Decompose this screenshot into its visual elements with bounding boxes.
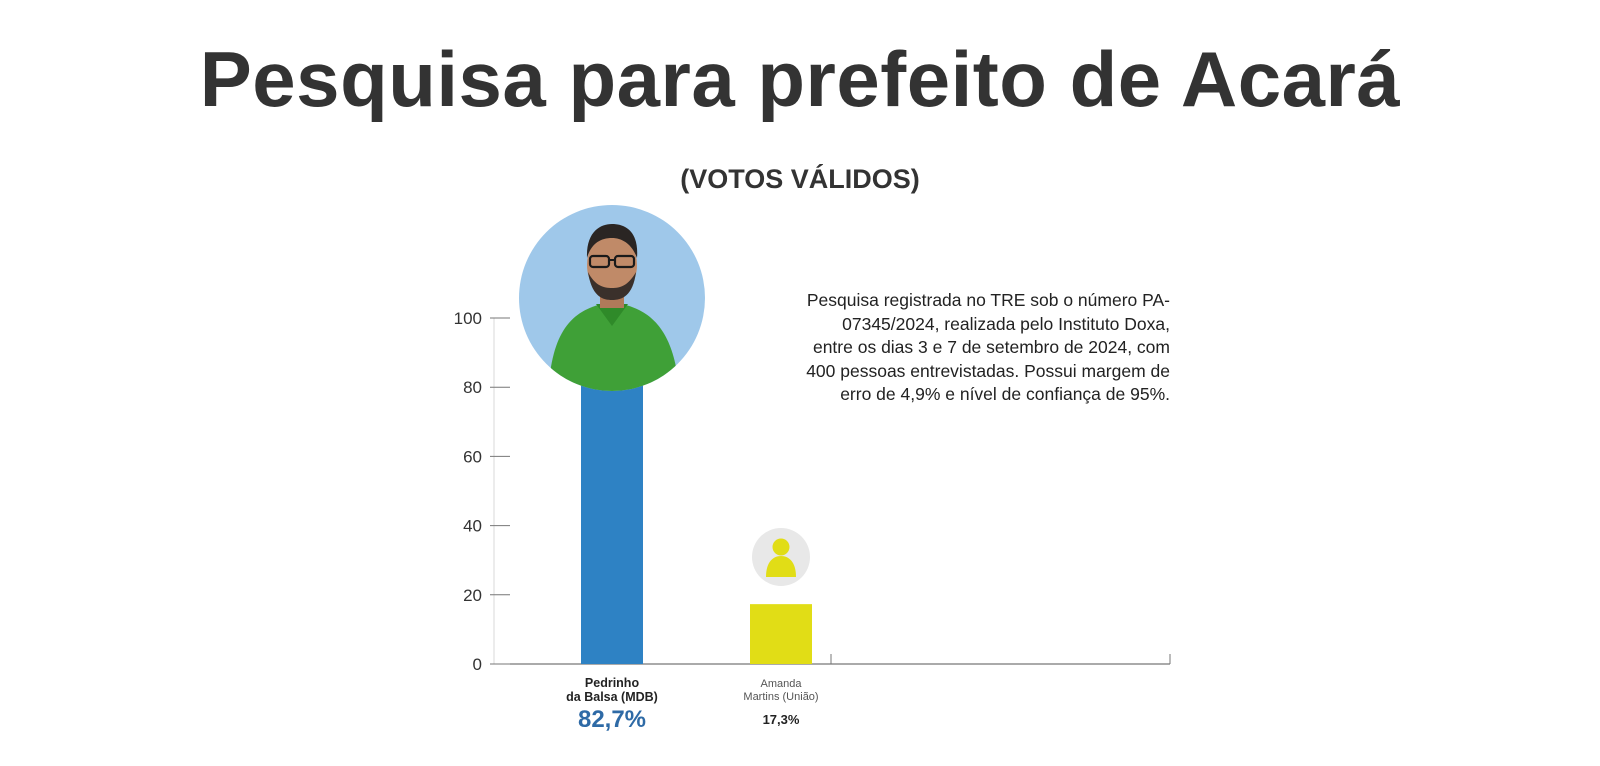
bar-pedrinho-da-balsa [581,377,643,664]
collar-shape [596,304,628,326]
shirt-shape [548,302,680,391]
category-label-line: Pedrinho [584,676,640,690]
candidate-avatars [519,205,810,586]
beard-shape [588,272,636,300]
category-label: Pedrinho da Balsa (MDB) [532,676,692,704]
page-title: Pesquisa para prefeito de Acará [199,35,1401,123]
person-placeholder-icon [752,528,810,586]
y-tick-label: 20 [463,586,482,605]
y-tick-label: 40 [463,517,482,536]
bar-amanda-martins [750,604,812,664]
glasses-right [613,254,636,269]
survey-note: Pesquisa registrada no TRE sob o número … [806,290,1170,404]
category-label-line: da Balsa (MDB) [566,690,658,704]
chart-axes: 0 20 40 60 80 100 [454,309,1171,674]
glasses-left [588,254,611,269]
y-tick-label: 100 [454,309,482,328]
category-label: Amanda Martins (União) [701,678,861,703]
placeholder-head [772,538,790,556]
chart-subtitle: (VOTOS VÁLIDOS) [680,164,920,194]
candidate-photo-pedrinho [519,205,705,391]
placeholder-body [766,556,796,577]
category-label-line: Amanda [760,678,802,690]
y-tick-label: 0 [473,655,482,674]
value-label: 82,7% [577,706,647,733]
value-label: 17,3% [762,712,800,727]
category-label-line: Martins (União) [743,690,819,703]
y-tick-label: 80 [463,378,482,397]
face-shape [587,233,637,297]
y-tick-label: 60 [463,447,482,466]
hair-shape [586,224,638,258]
chart-bars [581,377,812,664]
